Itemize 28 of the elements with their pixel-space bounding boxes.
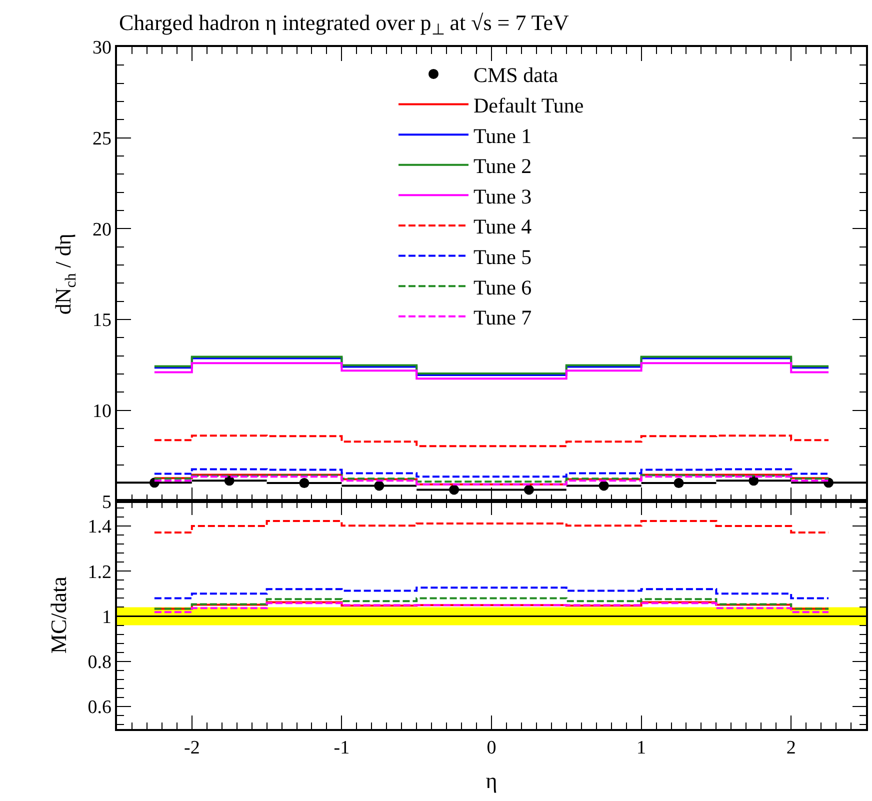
legend-label: Tune 1 — [474, 124, 532, 148]
x-tick-label: -2 — [184, 738, 200, 759]
x-tick-label: 0 — [486, 738, 496, 759]
legend-label: Tune 2 — [474, 154, 532, 178]
x-axis-title: η — [486, 768, 498, 793]
y-tick-label: 30 — [92, 38, 112, 59]
chart-title: Charged hadron η integrated over p$_{⊥}$ at √s = 7 TeV — [119, 10, 569, 39]
y-tick-label: 1 — [102, 606, 112, 628]
y-tick-label: 20 — [92, 219, 112, 240]
legend-label: CMS data — [474, 63, 559, 88]
legend-label: Tune 6 — [474, 275, 532, 300]
y-tick-label: 1.2 — [88, 562, 112, 583]
y-tick-label: 5 — [102, 492, 112, 513]
legend-label: Tune 5 — [474, 244, 532, 269]
x-tick-label: 2 — [786, 738, 796, 759]
y-tick-label: 25 — [92, 128, 112, 150]
y-axis-title: MC/data — [46, 576, 71, 654]
legend-label: Default Tune — [474, 93, 584, 118]
legend-label: Tune 3 — [474, 184, 532, 208]
y-tick-label: 0.6 — [88, 697, 112, 718]
y-tick-label: 0.8 — [88, 652, 112, 673]
y-tick-label: 15 — [92, 310, 112, 332]
legend-label: Tune 7 — [474, 306, 532, 330]
y-tick-label: 10 — [92, 401, 112, 422]
x-tick-label: 1 — [636, 738, 646, 759]
x-tick-label: -1 — [334, 738, 350, 759]
y-tick-label: 1.4 — [88, 516, 112, 538]
legend-label: Tune 4 — [474, 214, 532, 239]
